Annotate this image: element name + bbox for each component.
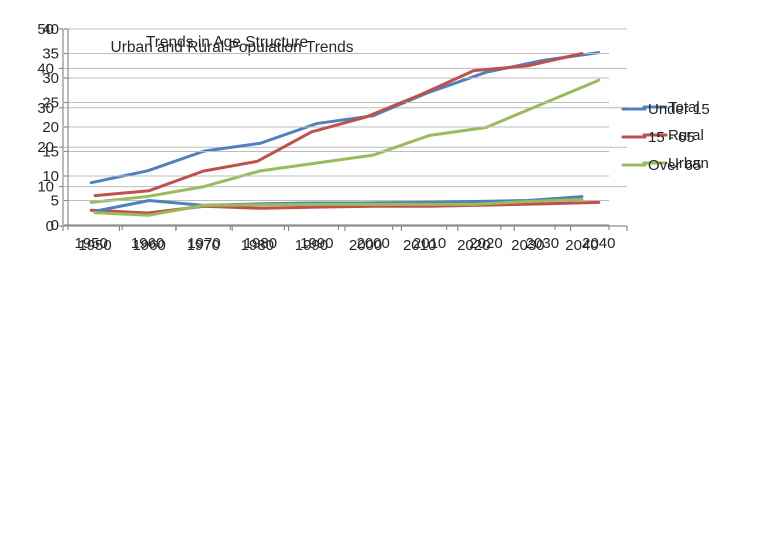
x-tick-label: 1970 <box>187 237 220 254</box>
x-tick-label: 1980 <box>244 235 277 252</box>
y-tick-label: 10 <box>37 179 54 196</box>
x-tick-label: 1980 <box>241 237 274 254</box>
age-structure-chart: 0 5 10 15 20 25 30 35 40 1950 1960 1970 1980 1990 2000… <box>42 21 710 254</box>
series-line-15-65 <box>93 52 584 198</box>
x-tick-label: 1990 <box>300 235 333 252</box>
y-tick-label: 30 <box>37 100 54 117</box>
series-line-urban <box>89 78 601 204</box>
chart-title: Urban and Rural Population Trends <box>111 39 354 56</box>
y-tick-label: 25 <box>42 95 59 112</box>
y-tick-label: 40 <box>37 60 54 77</box>
series-line-over-65 <box>93 198 584 217</box>
y-tick-label: 5 <box>51 193 59 210</box>
legend-label-urban: Urban <box>668 155 709 172</box>
y-tick-label: 10 <box>42 168 59 185</box>
x-tick-label: 2020 <box>457 237 490 254</box>
x-tick-label: 1950 <box>78 237 111 254</box>
legend-label-total: Total <box>668 99 700 116</box>
x-tick-label: 2000 <box>349 237 382 254</box>
x-tick-label: 2000 <box>357 235 390 252</box>
plot-area: 0 5 10 15 20 25 30 35 40 1950 1960 1970 1980 1990 2000… <box>42 21 610 254</box>
y-tick-label: 15 <box>42 144 59 161</box>
x-tick-label: 2020 <box>469 235 502 252</box>
y-tick-label: 30 <box>42 70 59 87</box>
x-tick-label: 1950 <box>75 235 108 252</box>
chart-title: Trends in Age Structure <box>146 34 308 51</box>
y-tick-label: 20 <box>37 139 54 156</box>
x-tick-label: 2040 <box>582 235 615 252</box>
x-tick-label: 1960 <box>132 237 165 254</box>
legend-label-rural: Rural <box>668 127 704 144</box>
legend: Total Rural Urban <box>642 99 709 172</box>
x-tick-label: 2010 <box>403 237 436 254</box>
x-tick-label: 1960 <box>131 235 164 252</box>
y-tick-label: 35 <box>42 46 59 63</box>
legend-label-15-65: 15 - 65 <box>648 129 695 146</box>
x-tick-label: 2030 <box>511 237 544 254</box>
x-tick-label: 2010 <box>413 235 446 252</box>
x-tick-label: 2030 <box>526 235 559 252</box>
y-tick-label: 0 <box>51 217 59 234</box>
x-tick-label: 1990 <box>295 237 328 254</box>
y-tick-label: 50 <box>37 21 54 38</box>
legend: Under 15 15 - 65 Over 65 <box>621 101 710 174</box>
y-tick-label: 40 <box>42 21 59 38</box>
x-tick-label: 2040 <box>565 237 598 254</box>
y-tick-label: 0 <box>46 218 54 235</box>
y-tick-label: 20 <box>42 119 59 136</box>
legend-label-under-15: Under 15 <box>648 101 710 118</box>
legend-label-over-65: Over 65 <box>648 157 701 174</box>
x-tick-label: 1970 <box>187 235 220 252</box>
